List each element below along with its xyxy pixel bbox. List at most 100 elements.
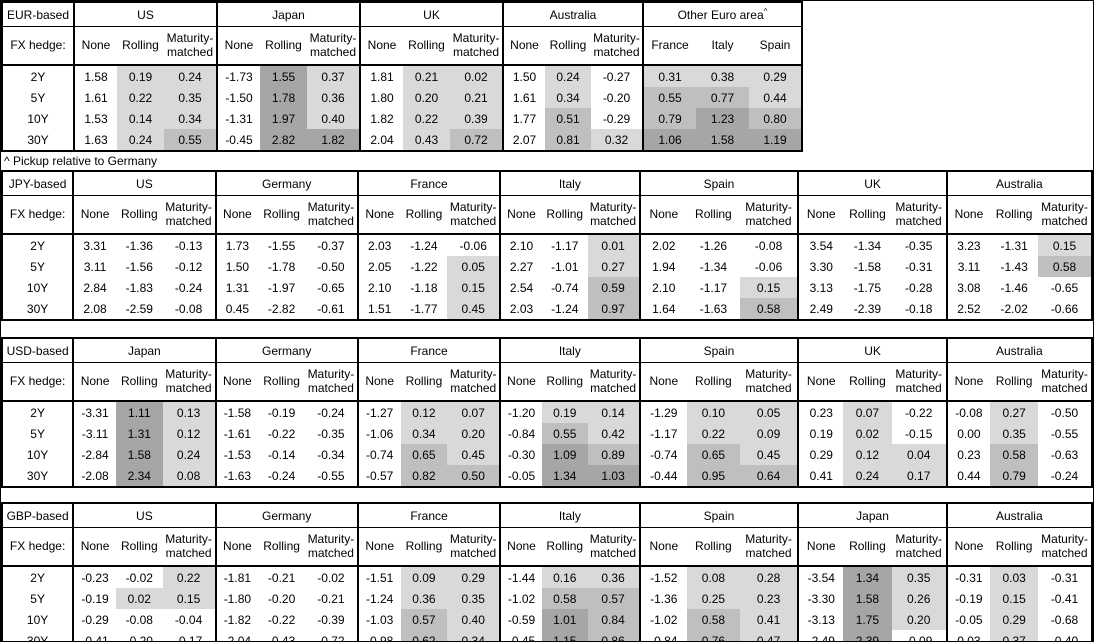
value-cell: 1.23 [696, 108, 749, 129]
tenor-label: 30Y [2, 465, 75, 487]
pickup-table-usd-based: USD-based Japan Germany France Italy Spain UK A… [1, 337, 1093, 488]
value-cell: 1.58 [696, 129, 749, 151]
value-cell: -1.17 [551, 238, 579, 253]
value-cell: 2.07 [502, 129, 545, 151]
value-cell: 3.08 [945, 277, 991, 298]
value-cell: 0.20 [447, 423, 501, 444]
value-cell: -2.04 [214, 630, 259, 641]
value-cell: 0.79 [642, 108, 696, 129]
value-cell: 0.40 [447, 609, 501, 630]
value-cell: 0.29 [447, 566, 501, 588]
value-cell: 3.30 [797, 256, 844, 277]
tenor-row-30y: 30Y 1.63 0.24 0.55 -0.45 2.82 1.82 2.04 0.43 0.72… [2, 129, 802, 151]
tenor-row-5y: 5Y 3.11 -1.56 -0.12 1.50 -1.78 -0.50 2.05 -1.22 0… [2, 256, 1092, 277]
value-cell: 2.27 [499, 256, 542, 277]
value-cell: -1.24 [410, 238, 438, 253]
value-cell: 1.63 [73, 129, 117, 151]
value-cell: -0.05 [499, 465, 542, 487]
value-cell: 2.82 [260, 129, 307, 151]
value-cell: -0.50 [1050, 405, 1079, 420]
hedge-column-header: Rolling [687, 527, 740, 567]
tenor-row-10y: 10Y 1.53 0.14 0.34 -1.31 1.97 0.40 1.82 0.22 0.39… [2, 108, 802, 129]
tenor-row-10y: 10Y -2.84 1.58 0.24 -1.53 -0.14 -0.34 -0.74 0.65… [2, 444, 1092, 465]
value-cell: -0.24 [267, 468, 296, 483]
value-cell: -0.24 [317, 405, 345, 420]
hedge-column-header: None [214, 362, 259, 402]
value-cell: 2.49 [797, 298, 844, 320]
value-cell: 0.45 [739, 444, 799, 465]
value-cell: 0.05 [447, 256, 501, 277]
value-cell: 0.45 [214, 298, 259, 320]
value-cell: 1.97 [260, 108, 307, 129]
tenor-label: 10Y [2, 444, 75, 465]
value-cell: -1.01 [551, 259, 579, 274]
hedge-column-header: None [214, 195, 259, 235]
value-cell: 1.50 [502, 65, 545, 87]
value-cell: 1.58 [73, 65, 117, 87]
value-cell: 2.05 [356, 256, 401, 277]
value-cell: 0.84 [587, 609, 640, 630]
value-cell: 2.39 [843, 630, 892, 641]
hedge-column-header: Maturity-matched [1038, 195, 1092, 235]
value-cell: 0.58 [990, 444, 1038, 465]
value-cell: 1.64 [638, 298, 688, 320]
value-cell: 0.07 [447, 401, 501, 423]
value-cell: 0.24 [843, 465, 892, 487]
value-cell: 0.19 [541, 401, 588, 423]
value-cell: -0.22 [267, 612, 296, 627]
value-cell: 0.45 [447, 444, 501, 465]
value-cell: 0.22 [403, 108, 450, 129]
value-cell: 0.57 [400, 609, 448, 630]
value-cell: 0.15 [162, 588, 216, 609]
value-cell: 0.17 [891, 465, 947, 487]
value-cell: -0.19 [945, 588, 991, 609]
country-header: US [72, 503, 216, 528]
hedge-column-header: Maturity-matched [304, 527, 358, 567]
country-header: Australia [945, 171, 1092, 196]
value-cell: 0.34 [545, 87, 591, 108]
value-cell: -0.19 [267, 405, 296, 420]
hedge-column-header: Maturity-matched [587, 527, 640, 567]
value-cell: -0.15 [905, 426, 933, 441]
value-cell: -1.77 [410, 301, 438, 316]
value-cell: -1.78 [267, 259, 296, 274]
value-cell: -0.43 [267, 633, 296, 642]
value-cell: -0.29 [72, 609, 116, 630]
tenor-label: 30Y [2, 298, 75, 320]
value-cell: 0.02 [115, 588, 163, 609]
tenor-row-2y: 2Y 1.58 0.19 0.24 -1.73 1.55 0.37 1.81 0.21 0.02 1… [2, 65, 802, 87]
tenor-row-10y: 10Y 2.84 -1.83 -0.24 1.31 -1.97 -0.65 2.10 -1.18… [2, 277, 1092, 298]
hedge-column-header: Rolling [258, 362, 305, 402]
value-cell: 0.20 [891, 609, 947, 630]
value-cell: 3.11 [72, 256, 116, 277]
hedge-column-header: Rolling [687, 362, 740, 402]
value-cell: 1.82 [359, 108, 403, 129]
hedge-column-header: Spain [749, 26, 802, 66]
hedge-column-header: Maturity-matched [164, 26, 217, 66]
value-cell: 0.23 [739, 588, 799, 609]
value-cell: -1.82 [214, 609, 259, 630]
value-cell: -0.06 [754, 259, 783, 274]
value-cell: -1.61 [214, 423, 259, 444]
fx-hedge-label: FX hedge: [2, 195, 75, 235]
value-cell: 0.44 [749, 87, 802, 108]
value-cell: 0.12 [843, 444, 892, 465]
value-cell: -1.58 [853, 259, 882, 274]
value-cell: -0.17 [174, 633, 203, 642]
country-header: Japan [216, 2, 360, 27]
value-cell: 0.44 [945, 465, 991, 487]
value-cell: 2.02 [638, 234, 688, 256]
value-cell: 0.12 [400, 401, 448, 423]
country-header: Italy [499, 503, 640, 528]
value-cell: 0.39 [450, 108, 503, 129]
value-cell: 0.04 [891, 444, 947, 465]
value-cell: 0.25 [687, 588, 740, 609]
hedge-column-header: Rolling [843, 362, 892, 402]
value-cell: -0.09 [905, 633, 933, 642]
value-cell: 0.38 [696, 65, 749, 87]
hedge-column-header: Maturity-matched [162, 362, 216, 402]
value-cell: -1.24 [356, 588, 401, 609]
tenor-label: 30Y [2, 630, 75, 641]
value-cell: 0.10 [687, 401, 740, 423]
